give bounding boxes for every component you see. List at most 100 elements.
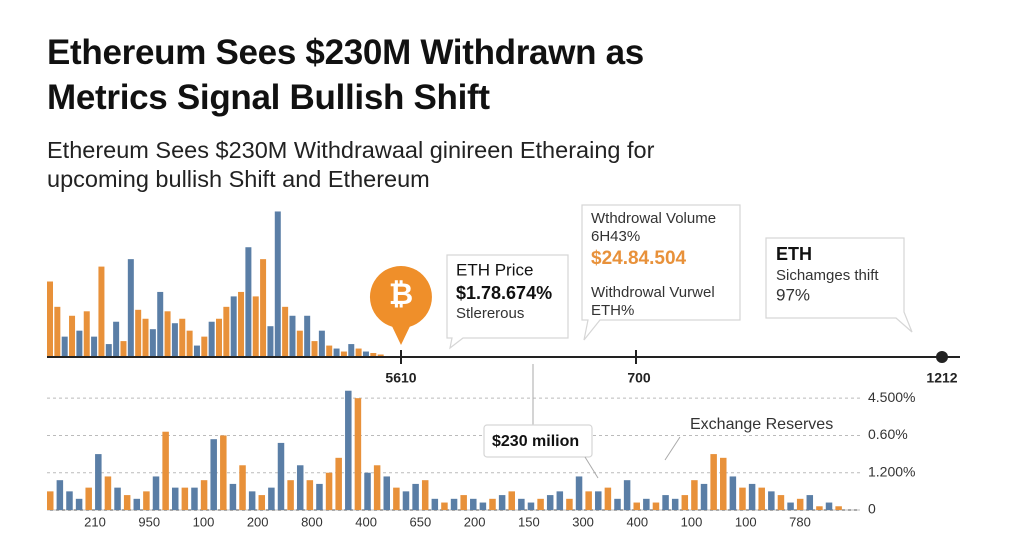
bar bbox=[252, 296, 259, 356]
timeline-label: 5610 bbox=[385, 370, 416, 386]
bar bbox=[537, 498, 544, 510]
bar bbox=[282, 306, 289, 356]
callout-value: $24.84.504 bbox=[591, 248, 687, 269]
x-tick-label: 100 bbox=[735, 514, 757, 529]
annotation: $230 milion bbox=[492, 433, 579, 450]
bar bbox=[739, 487, 746, 510]
bar bbox=[393, 487, 400, 510]
bar bbox=[835, 506, 842, 510]
bar bbox=[54, 306, 61, 356]
bar bbox=[230, 296, 237, 356]
bar bbox=[311, 341, 318, 356]
bar bbox=[85, 487, 92, 510]
bar bbox=[518, 498, 525, 510]
bar bbox=[171, 323, 178, 356]
bar bbox=[258, 495, 266, 510]
bar bbox=[431, 498, 439, 510]
annotation: Exchange Reserves bbox=[690, 416, 833, 433]
bar bbox=[796, 498, 804, 510]
x-tick-label: 300 bbox=[572, 514, 594, 529]
bar bbox=[710, 454, 717, 510]
y-tick-label: 4.500% bbox=[868, 389, 915, 405]
bar bbox=[479, 502, 487, 510]
bar bbox=[304, 315, 311, 356]
bar bbox=[370, 353, 377, 356]
callout-note: Stlererous bbox=[456, 305, 524, 322]
callout-note: Sichamges thift bbox=[776, 267, 879, 284]
bar bbox=[362, 351, 369, 356]
callout-note: Withdrowal Vurwel bbox=[591, 284, 715, 301]
bar bbox=[595, 491, 602, 510]
x-tick-label: 800 bbox=[301, 514, 323, 529]
bar bbox=[287, 480, 294, 510]
bar bbox=[179, 318, 186, 356]
x-tick-label: 200 bbox=[247, 514, 269, 529]
bar bbox=[652, 502, 660, 510]
callout-value: $1.78.674% bbox=[456, 283, 552, 303]
bar bbox=[575, 476, 583, 510]
bar bbox=[633, 502, 640, 510]
bar bbox=[104, 476, 112, 510]
bar bbox=[377, 354, 384, 356]
bar bbox=[216, 318, 222, 356]
bar bbox=[133, 498, 141, 510]
y-tick-label: 0.60% bbox=[868, 426, 908, 442]
bar bbox=[671, 498, 679, 510]
bar bbox=[777, 495, 785, 510]
bar bbox=[325, 472, 333, 510]
bar bbox=[98, 266, 105, 356]
bar bbox=[354, 398, 362, 510]
x-tick-label: 150 bbox=[518, 514, 540, 529]
bar bbox=[316, 483, 323, 510]
bar bbox=[348, 344, 355, 356]
badge-symbol: ₿ bbox=[389, 278, 413, 311]
y-tick-label: 0 bbox=[868, 501, 876, 517]
bar bbox=[208, 321, 215, 356]
bar bbox=[66, 491, 73, 510]
bar bbox=[267, 326, 274, 356]
bar bbox=[623, 480, 631, 510]
bar bbox=[95, 454, 102, 510]
bar bbox=[758, 487, 765, 510]
bar bbox=[662, 495, 669, 510]
bar bbox=[105, 344, 112, 356]
bar bbox=[239, 465, 246, 510]
bar bbox=[373, 465, 381, 510]
bar bbox=[75, 498, 83, 510]
callout-box bbox=[446, 254, 569, 350]
bar bbox=[229, 483, 237, 510]
bar bbox=[164, 311, 171, 356]
bar bbox=[201, 336, 208, 356]
connector bbox=[584, 456, 599, 479]
callout-title: ETH bbox=[776, 244, 812, 264]
bar bbox=[306, 480, 314, 510]
bar bbox=[157, 291, 164, 356]
bar bbox=[768, 491, 775, 510]
bar bbox=[274, 211, 281, 356]
bar bbox=[289, 315, 296, 356]
header: Ethereum Sees $230M Withdrawn as Metrics… bbox=[47, 30, 767, 194]
bar bbox=[643, 498, 650, 510]
bar bbox=[123, 495, 131, 510]
callout-value: 97% bbox=[776, 285, 810, 304]
bar bbox=[210, 439, 217, 510]
bar bbox=[681, 495, 689, 510]
x-tick-label: 100 bbox=[193, 514, 215, 529]
bar bbox=[729, 476, 737, 510]
x-tick-label: 210 bbox=[84, 514, 106, 529]
bar bbox=[127, 259, 134, 356]
x-tick-label: 400 bbox=[626, 514, 648, 529]
bar bbox=[56, 480, 64, 510]
bar bbox=[498, 495, 506, 510]
bar bbox=[364, 472, 371, 510]
bar bbox=[345, 390, 352, 510]
callout-box bbox=[765, 237, 913, 333]
bar bbox=[223, 306, 230, 356]
bar bbox=[825, 502, 833, 510]
bar bbox=[193, 345, 200, 356]
y-tick-label: 1.200% bbox=[868, 463, 915, 479]
x-tick-label: 400 bbox=[355, 514, 377, 529]
callout-sub: 6H43% bbox=[591, 228, 640, 245]
